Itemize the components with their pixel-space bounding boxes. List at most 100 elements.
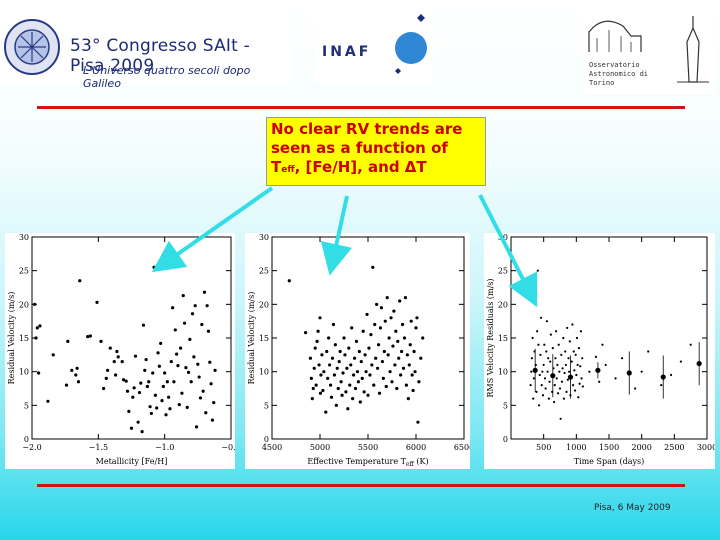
binned-mean-point (532, 367, 538, 373)
data-point (163, 371, 167, 375)
data-point (647, 350, 650, 353)
data-point (352, 356, 357, 360)
data-point (143, 368, 147, 372)
arrow-to-teff (320, 195, 353, 276)
callout-teff-sub: eff (281, 165, 295, 175)
data-point (348, 383, 352, 387)
data-point (125, 389, 130, 393)
data-point (131, 395, 135, 399)
congress-subtitle: L'Universo quattro secoli dopo Galileo (83, 64, 251, 90)
data-point (614, 377, 617, 380)
data-point (157, 364, 161, 368)
observatory-text: Osservatorio Astronomico di Torino (589, 61, 648, 88)
x-tick-label: 500 (536, 443, 551, 452)
data-point (387, 336, 391, 340)
data-point (330, 356, 335, 360)
data-point (565, 390, 568, 393)
data-point (140, 429, 144, 434)
data-point (206, 329, 211, 333)
data-point (579, 365, 582, 368)
data-point (115, 349, 119, 354)
timespan-chart: 05101520253050010001500200025003000Time … (486, 233, 717, 466)
data-point (562, 336, 565, 340)
data-point (549, 333, 552, 336)
data-point (108, 346, 112, 350)
callout-line-3-rest: , [Fe/H], and ΔT (294, 158, 427, 176)
callout-box: No clear RV trends are seen as a functio… (266, 117, 486, 186)
data-point (316, 329, 320, 333)
data-point (104, 376, 108, 380)
metallicity-chart: 0 5 10 15 20 25 30 −2.0 −1.5 −1.0 −0.5 Metallicity … (7, 233, 241, 466)
callout-line-1: No clear RV trends are (271, 120, 463, 138)
y-tick-label: 5 (264, 401, 269, 410)
y-axis-label: Residual Velocity (m/s) (7, 292, 16, 385)
data-point (64, 383, 69, 387)
data-point (210, 418, 215, 422)
data-point (400, 349, 404, 354)
data-point (640, 370, 643, 373)
data-point (356, 380, 360, 384)
data-point (340, 393, 344, 397)
observatory-line-2: Astronomico di (589, 70, 649, 78)
footer-date: Pisa, 6 May 2009 (594, 503, 671, 513)
data-point (328, 363, 332, 367)
data-point (388, 370, 392, 374)
data-point (175, 352, 179, 356)
data-point (408, 343, 412, 347)
data-point (357, 349, 361, 354)
x-tick-label: 6500 (454, 443, 470, 452)
data-point (354, 339, 359, 343)
data-point (315, 339, 319, 343)
y-tick-label: 0 (503, 435, 508, 444)
data-point (189, 380, 193, 384)
x-tick-label: 6000 (406, 443, 426, 452)
data-point (184, 366, 188, 370)
data-point (376, 366, 380, 370)
data-point (204, 411, 208, 415)
data-point (580, 377, 583, 380)
data-point (544, 387, 547, 390)
data-point (319, 373, 323, 377)
data-point (132, 386, 136, 390)
data-point (409, 319, 413, 323)
data-point (374, 356, 378, 360)
y-tick-label: 5 (24, 401, 29, 410)
x-tick-label: 1000 (566, 443, 586, 452)
data-point (335, 366, 339, 370)
y-tick-label: 10 (498, 368, 508, 377)
data-point (529, 384, 532, 387)
data-point (160, 399, 164, 403)
data-point (547, 357, 550, 360)
data-point (413, 370, 417, 374)
y-tick-label: 0 (264, 435, 269, 444)
data-point (576, 363, 579, 367)
data-point (161, 384, 165, 389)
data-point (185, 405, 189, 409)
data-point (581, 357, 584, 360)
data-point (173, 328, 177, 332)
data-point (414, 326, 418, 330)
x-tick-label: 5000 (310, 443, 330, 452)
y-tick-label: 20 (498, 300, 508, 309)
inaf-globe-icon (395, 14, 427, 74)
data-point (308, 356, 312, 360)
data-point (70, 368, 74, 372)
data-point (337, 359, 341, 364)
x-tick-label: 1500 (599, 443, 619, 452)
data-point (196, 362, 200, 366)
data-point (404, 383, 408, 387)
data-point (560, 380, 564, 383)
data-point (556, 363, 559, 367)
data-point (156, 351, 160, 355)
data-point (51, 353, 55, 357)
callout-line-3: Teff, [Fe/H], and ΔT (271, 158, 481, 180)
data-point (106, 368, 110, 372)
data-point (530, 370, 533, 373)
data-point (567, 357, 570, 360)
data-point (181, 293, 185, 298)
data-point (411, 388, 415, 393)
x-tick-label: −1.0 (155, 443, 174, 452)
data-point (546, 370, 549, 373)
data-point (555, 377, 558, 380)
data-point (35, 326, 39, 330)
